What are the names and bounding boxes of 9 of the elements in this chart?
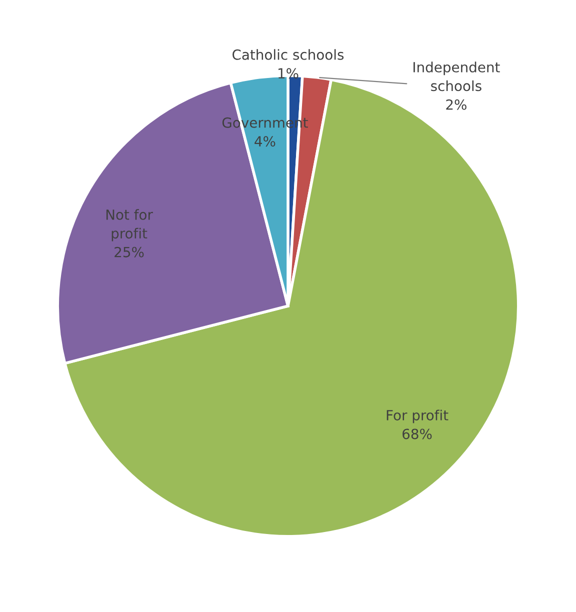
data-label: 4% bbox=[254, 136, 276, 147]
data-label: 25% bbox=[114, 246, 144, 258]
slice-label: Independent schools bbox=[414, 62, 500, 92]
data-label: 1% bbox=[278, 68, 298, 79]
data-label: 2% bbox=[446, 99, 466, 110]
slice-label: Catholic schools bbox=[232, 49, 344, 60]
slice-label: Not for profit bbox=[106, 209, 153, 242]
data-label: 68% bbox=[402, 428, 432, 440]
slice-label: For profit bbox=[386, 410, 448, 424]
